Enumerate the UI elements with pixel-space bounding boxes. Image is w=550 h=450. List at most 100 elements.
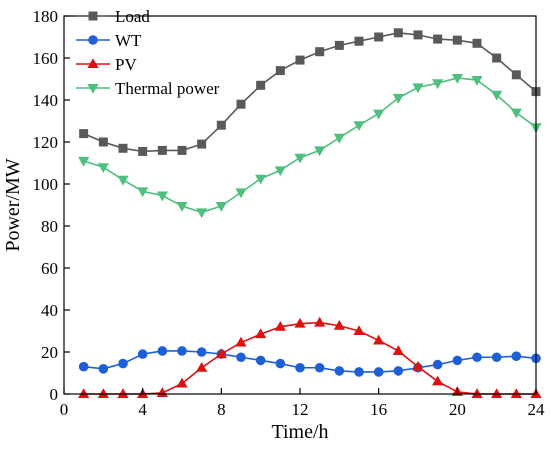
x-tick-label: 0 xyxy=(60,400,69,419)
data-point-wt xyxy=(452,355,463,366)
legend-label: Thermal power xyxy=(115,79,220,98)
data-point-load xyxy=(118,143,128,153)
data-point-pv xyxy=(412,360,424,371)
data-point-thermal-power xyxy=(255,174,267,185)
series-thermal-power xyxy=(78,73,542,219)
data-point-pv xyxy=(491,388,503,398)
data-point-load xyxy=(334,40,344,50)
series-wt xyxy=(78,346,541,377)
data-point-wt xyxy=(275,358,286,369)
data-point-wt xyxy=(491,352,502,363)
y-tick-label: 0 xyxy=(50,385,59,404)
data-point-thermal-power xyxy=(274,166,286,177)
data-point-wt xyxy=(137,349,148,359)
series-load xyxy=(79,28,541,156)
data-point-wt xyxy=(98,364,109,374)
legend-item-thermal-power: Thermal power xyxy=(76,79,220,98)
y-tick-label: 120 xyxy=(33,133,59,152)
data-point-load xyxy=(354,36,364,46)
y-tick-label: 80 xyxy=(41,217,58,236)
data-point-thermal-power xyxy=(392,93,404,104)
data-point-thermal-power xyxy=(373,109,385,120)
data-point-load xyxy=(236,99,246,109)
data-point-load xyxy=(393,28,403,38)
data-point-thermal-power xyxy=(333,133,345,144)
data-point-load xyxy=(315,47,325,57)
legend-label: WT xyxy=(115,31,142,50)
data-point-pv xyxy=(78,388,90,398)
data-point-thermal-power xyxy=(137,187,149,198)
legend-label: PV xyxy=(115,55,137,74)
data-point-load xyxy=(256,80,266,90)
data-point-thermal-power xyxy=(97,163,109,173)
y-tick-label: 180 xyxy=(33,7,59,26)
data-point-thermal-power xyxy=(412,83,424,94)
data-point-pv xyxy=(510,388,522,398)
data-point-pv xyxy=(294,317,306,328)
data-point-thermal-power xyxy=(176,202,188,212)
y-tick-label: 100 xyxy=(33,175,59,194)
legend-marker xyxy=(88,11,98,21)
data-point-wt xyxy=(472,352,482,363)
data-point-wt xyxy=(157,346,168,356)
data-point-load xyxy=(511,70,521,80)
x-tick-label: 24 xyxy=(528,400,546,419)
data-point-thermal-power xyxy=(156,191,168,202)
data-point-pv xyxy=(392,345,404,355)
data-point-load xyxy=(295,55,305,65)
x-axis-label: Time/h xyxy=(271,421,328,443)
x-tick-label: 12 xyxy=(292,400,309,419)
y-tick-label: 160 xyxy=(33,49,59,68)
data-point-wt xyxy=(432,359,443,370)
y-tick-label: 40 xyxy=(41,301,58,320)
data-point-thermal-power xyxy=(432,79,444,89)
data-point-thermal-power xyxy=(196,208,208,219)
data-point-pv xyxy=(274,321,286,331)
data-point-pv xyxy=(353,325,365,335)
x-tick-label: 16 xyxy=(370,400,387,419)
data-point-load xyxy=(472,38,482,48)
data-point-wt xyxy=(314,362,325,373)
data-point-load xyxy=(98,137,108,147)
data-point-wt xyxy=(373,367,384,377)
data-point-wt xyxy=(255,355,266,366)
data-point-thermal-power xyxy=(235,188,247,199)
data-point-wt xyxy=(393,366,404,376)
data-point-load xyxy=(216,120,226,130)
data-point-wt xyxy=(118,358,128,369)
data-point-pv xyxy=(215,348,227,359)
data-point-thermal-power xyxy=(510,108,522,119)
data-point-wt xyxy=(196,347,207,357)
data-point-pv xyxy=(471,388,483,398)
data-point-load xyxy=(79,129,89,139)
data-point-load xyxy=(452,35,462,45)
data-point-pv xyxy=(235,336,247,347)
data-point-thermal-power xyxy=(78,156,90,167)
data-point-load xyxy=(177,145,187,155)
data-point-thermal-power xyxy=(314,146,326,157)
data-point-wt xyxy=(295,362,305,373)
y-tick-label: 20 xyxy=(41,343,58,362)
legend-marker xyxy=(88,35,98,45)
data-point-load xyxy=(275,66,285,76)
x-tick-label: 20 xyxy=(449,400,466,419)
data-point-load xyxy=(197,139,207,149)
y-tick-label: 60 xyxy=(41,259,58,278)
x-tick-label: 4 xyxy=(138,400,147,419)
data-point-pv xyxy=(333,319,345,330)
data-point-load xyxy=(138,146,148,156)
legend-marker xyxy=(87,58,99,68)
data-point-pv xyxy=(432,375,444,386)
data-point-load xyxy=(413,30,423,40)
data-point-thermal-power xyxy=(117,175,129,186)
y-axis-label: Power/MW xyxy=(2,158,24,251)
series-line-thermal-power xyxy=(83,77,537,214)
data-point-pv xyxy=(117,388,129,398)
data-point-thermal-power xyxy=(451,73,463,84)
data-point-pv xyxy=(314,316,326,327)
data-point-wt xyxy=(236,352,246,363)
data-point-load xyxy=(492,53,502,63)
data-point-wt xyxy=(177,346,187,356)
data-point-pv xyxy=(196,361,208,372)
